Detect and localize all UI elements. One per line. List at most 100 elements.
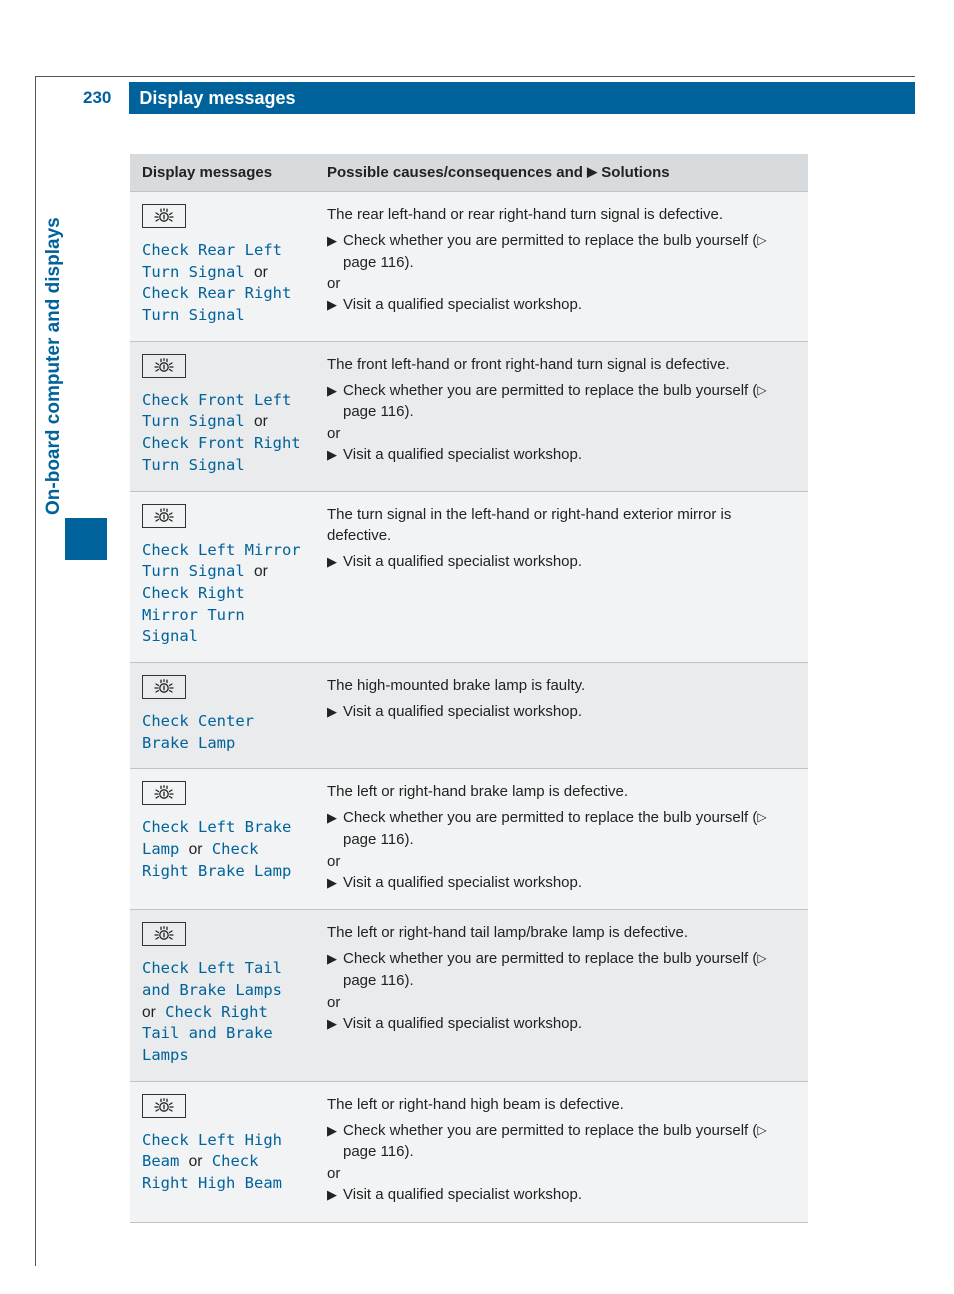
or-separator: or (327, 853, 796, 870)
solution-text: Check whether you are permitted to repla… (343, 1120, 796, 1164)
message-option-a: Check Front Left Turn Signal (142, 391, 291, 431)
page-ref-icon: ▷ (757, 233, 766, 247)
table-row: Check Left Tail and Brake Lamps or Check… (130, 910, 808, 1081)
solution-marker-icon: ▶ (327, 232, 337, 251)
solution-item: ▶ Visit a qualified specialist workshop. (327, 701, 796, 723)
or-separator: or (254, 413, 268, 430)
or-separator: or (327, 425, 796, 442)
solution-item: ▶ Check whether you are permitted to repl… (327, 230, 796, 274)
cause-text: The left or right-hand brake lamp is def… (327, 781, 796, 803)
display-message-text: Check Rear Left Turn Signal or Check Rea… (142, 240, 303, 327)
display-message-cell: Check Center Brake Lamp (130, 662, 315, 768)
table-row: Check Center Brake Lamp The high-mounted … (130, 662, 808, 768)
solutions-cell: The left or right-hand brake lamp is def… (315, 769, 808, 910)
solution-text: Visit a qualified specialist workshop. (343, 294, 796, 316)
page-number: 230 (65, 82, 129, 114)
page-ref-text: page 116 (343, 1143, 404, 1160)
table-row: Check Front Left Turn Signal or Check Fr… (130, 341, 808, 491)
bulb-warning-icon (142, 354, 186, 378)
solution-item: ▶ Check whether you are permitted to repl… (327, 380, 796, 424)
message-option-a: Check Left Tail and Brake Lamps (142, 959, 282, 999)
solution-text: Visit a qualified specialist workshop. (343, 701, 796, 723)
table-row: Check Left Mirror Turn Signal or Check R… (130, 491, 808, 662)
solution-text: Check whether you are permitted to repla… (343, 807, 796, 851)
solution-item: ▶ Visit a qualified specialist workshop. (327, 551, 796, 573)
solution-marker-icon: ▶ (327, 809, 337, 828)
display-message-text: Check Center Brake Lamp (142, 711, 303, 754)
display-message-cell: Check Left Tail and Brake Lamps or Check… (130, 910, 315, 1081)
table-header-col2: Possible causes/consequences and ▶ Solut… (315, 154, 808, 192)
table-header-col1: Display messages (130, 154, 315, 192)
solutions-cell: The left or right-hand tail lamp/brake l… (315, 910, 808, 1081)
solution-marker-icon: ▶ (327, 874, 337, 893)
solution-text: Visit a qualified specialist workshop. (343, 1013, 796, 1035)
bulb-warning-icon (142, 1094, 186, 1118)
solution-item: ▶ Check whether you are permitted to repl… (327, 1120, 796, 1164)
or-separator: or (254, 563, 268, 580)
solutions-marker-icon: ▶ (587, 164, 597, 179)
page-ref-text: page 116 (343, 403, 404, 420)
solution-text: Visit a qualified specialist workshop. (343, 551, 796, 573)
page-title: Display messages (129, 82, 915, 114)
solutions-cell: The front left-hand or front right-hand … (315, 341, 808, 491)
display-message-cell: Check Front Left Turn Signal or Check Fr… (130, 341, 315, 491)
page-ref-text: page 116 (343, 972, 404, 989)
solutions-cell: The high-mounted brake lamp is faulty. ▶ V… (315, 662, 808, 768)
or-separator: or (327, 994, 796, 1011)
section-side-tab-label: On-board computer and displays (43, 217, 65, 515)
display-message-text: Check Left Brake Lamp or Check Right Bra… (142, 817, 303, 882)
solution-item: ▶Visit a qualified specialist workshop. (327, 444, 796, 466)
solutions-cell: The turn signal in the left-hand or righ… (315, 491, 808, 662)
display-message-text: Check Front Left Turn Signal or Check Fr… (142, 390, 303, 477)
table-row: Check Left Brake Lamp or Check Right Bra… (130, 769, 808, 910)
display-message-text: Check Left Mirror Turn Signal or Check R… (142, 540, 303, 648)
bulb-warning-icon (142, 781, 186, 805)
or-separator: or (254, 264, 268, 281)
message-option-b: Check Front Right Turn Signal (142, 434, 301, 474)
table-header-col2-b: Solutions (597, 164, 670, 181)
cause-text: The front left-hand or front right-hand … (327, 354, 796, 376)
cause-text: The turn signal in the left-hand or righ… (327, 504, 796, 548)
solution-marker-icon: ▶ (327, 553, 337, 572)
solution-marker-icon: ▶ (327, 296, 337, 315)
or-separator: or (327, 275, 796, 292)
page-ref-text: page 116 (343, 254, 404, 271)
message-option-a: Check Left Mirror Turn Signal (142, 541, 301, 581)
bulb-warning-icon (142, 504, 186, 528)
display-message-text: Check Left High Beam or Check Right High… (142, 1130, 303, 1195)
table-row: Check Rear Left Turn Signal or Check Rea… (130, 192, 808, 342)
display-message-cell: Check Left Mirror Turn Signal or Check R… (130, 491, 315, 662)
or-separator: or (327, 1165, 796, 1182)
solution-item: ▶Visit a qualified specialist workshop. (327, 1184, 796, 1206)
solution-text: Check whether you are permitted to repla… (343, 948, 796, 992)
solution-marker-icon: ▶ (327, 703, 337, 722)
display-message-text: Check Left Tail and Brake Lamps or Check… (142, 958, 303, 1066)
solution-marker-icon: ▶ (327, 1122, 337, 1141)
solution-item: ▶ Visit a qualified specialist workshop. (327, 294, 796, 316)
page-ref-icon: ▷ (757, 810, 766, 824)
page-ref-icon: ▷ (757, 383, 766, 397)
cause-text: The rear left-hand or rear right-hand tu… (327, 204, 796, 226)
or-separator: or (189, 1153, 203, 1170)
or-separator: or (142, 1004, 156, 1021)
solution-item: ▶Visit a qualified specialist workshop. (327, 872, 796, 894)
display-message-cell: Check Rear Left Turn Signal or Check Rea… (130, 192, 315, 342)
solution-text: Check whether you are permitted to repla… (343, 380, 796, 424)
solution-marker-icon: ▶ (327, 382, 337, 401)
solution-marker-icon: ▶ (327, 1186, 337, 1205)
solution-text: Check whether you are permitted to repla… (343, 230, 796, 274)
bulb-warning-icon (142, 922, 186, 946)
table-header-row: Display messages Possible causes/consequ… (130, 154, 808, 192)
solutions-cell: The left or right-hand high beam is defe… (315, 1081, 808, 1222)
solution-item: ▶ Check whether you are permitted to repl… (327, 807, 796, 851)
message-option-b: Check Right Mirror Turn Signal (142, 584, 245, 645)
solution-marker-icon: ▶ (327, 446, 337, 465)
solution-marker-icon: ▶ (327, 950, 337, 969)
cause-text: The high-mounted brake lamp is faulty. (327, 675, 796, 697)
solution-item: ▶ Check whether you are permitted to repl… (327, 948, 796, 992)
section-side-tab-block (65, 518, 107, 560)
solution-marker-icon: ▶ (327, 1015, 337, 1034)
bulb-warning-icon (142, 675, 186, 699)
page-ref-text: page 116 (343, 831, 404, 848)
solutions-cell: The rear left-hand or rear right-hand tu… (315, 192, 808, 342)
